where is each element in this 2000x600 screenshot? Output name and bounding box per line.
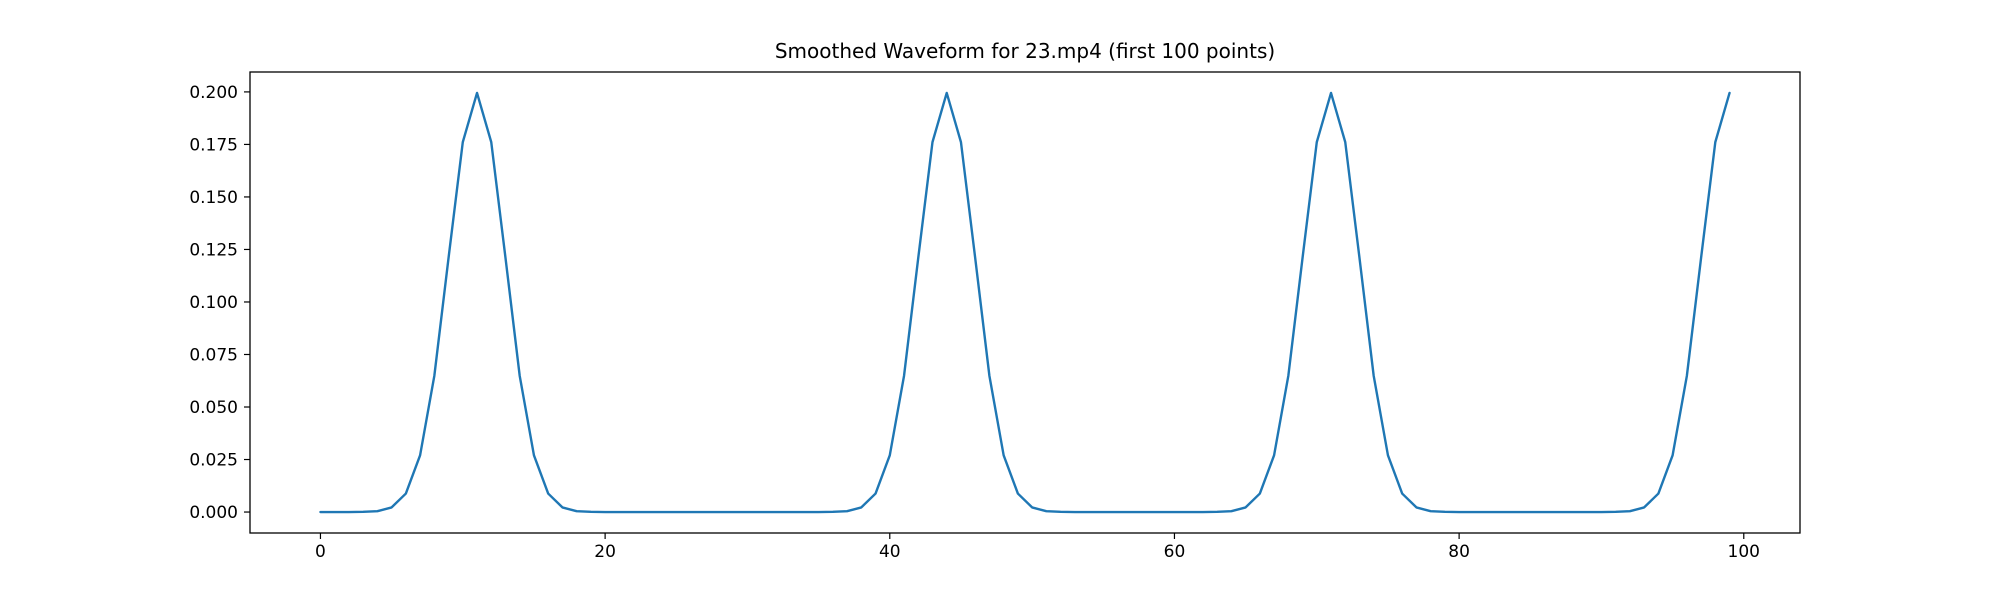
x-tick-label: 80 xyxy=(1448,542,1470,562)
y-tick-label: 0.200 xyxy=(189,83,238,103)
x-tick-label: 60 xyxy=(1164,542,1186,562)
waveform-line xyxy=(319,91,1731,514)
x-tick-label: 20 xyxy=(594,542,616,562)
x-axis: 0 20 40 60 80 100 xyxy=(315,533,1760,562)
x-tick-label: 40 xyxy=(879,542,901,562)
y-tick-label: 0.150 xyxy=(189,188,238,208)
chart-title: Smoothed Waveform for 23.mp4 (first 100 … xyxy=(775,39,1275,63)
x-tick-label: 100 xyxy=(1728,542,1760,562)
y-tick-label: 0.050 xyxy=(189,398,238,418)
y-tick-label: 0.175 xyxy=(189,135,238,155)
y-tick-label: 0.025 xyxy=(189,451,238,471)
x-tick-label: 0 xyxy=(315,542,326,562)
plot-border xyxy=(249,71,1801,534)
y-axis: 0.000 0.025 0.050 0.075 0.100 0.125 0.150 0.175… xyxy=(189,83,250,523)
y-tick-label: 0.075 xyxy=(189,345,238,365)
y-tick-label: 0.125 xyxy=(189,240,238,260)
y-tick-label: 0.000 xyxy=(189,503,238,523)
y-tick-label: 0.100 xyxy=(189,293,238,313)
